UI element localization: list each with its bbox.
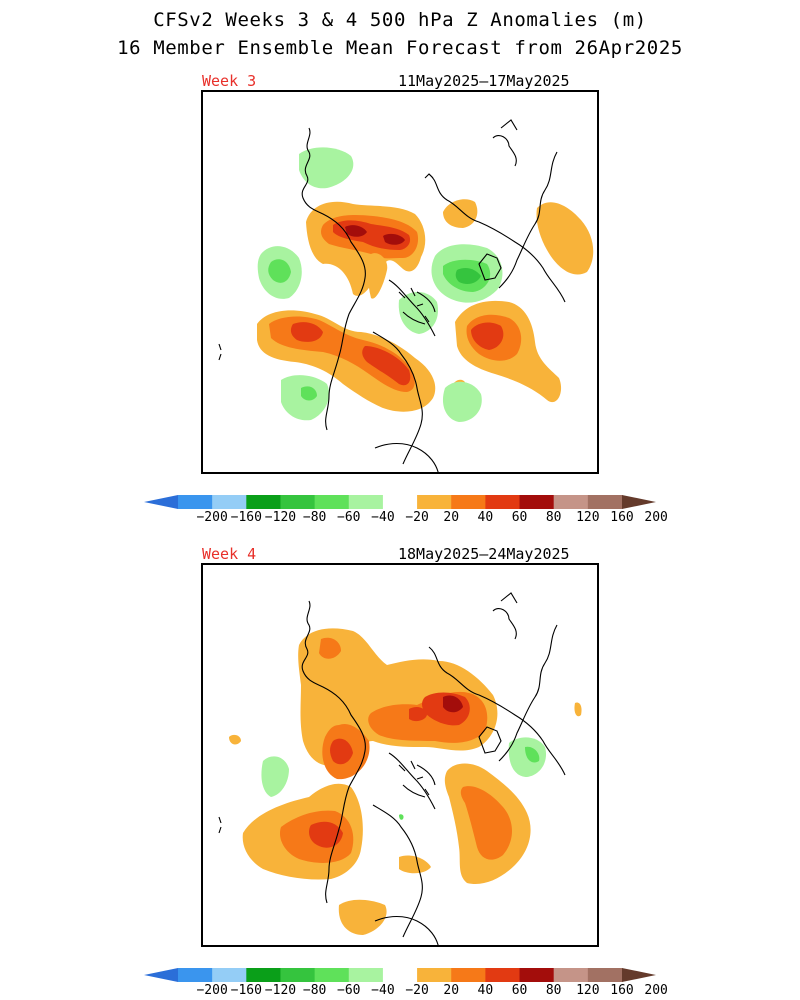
colorbar-tick-label: −120 [264, 510, 297, 525]
colorbar-bin [451, 968, 486, 982]
colorbar-bin [314, 968, 350, 982]
colorbar-left-arrow [144, 495, 178, 509]
colorbar-tick-label: −60 [337, 510, 361, 525]
week3-map-svg [218, 119, 594, 472]
colorbar-tick-label: 60 [511, 510, 528, 525]
week4-coastlines [218, 592, 566, 945]
week3-coastlines [218, 119, 566, 472]
colorbar-bin [246, 495, 281, 509]
colorbar-bin [178, 968, 213, 982]
colorbar-bin [246, 968, 281, 982]
colorbar-bin [553, 495, 589, 509]
colorbar-tick-label: −200 [196, 510, 228, 525]
colorbar-tick-label: −80 [302, 983, 327, 998]
colorbar-bin [382, 495, 418, 509]
colorbar-tick-label: −20 [405, 510, 429, 525]
colorbar-bin [485, 495, 521, 509]
colorbar-bin [417, 968, 452, 982]
colorbar-tick-label: −40 [371, 983, 395, 998]
week3-label: Week 3 [202, 72, 257, 90]
week3-positive-anomalies [257, 199, 594, 412]
week4-map-svg [218, 592, 582, 945]
colorbar-bin [587, 968, 623, 982]
week4-map [201, 563, 599, 947]
week4-negative-anomalies [261, 737, 547, 820]
week4-label: Week 4 [202, 545, 257, 563]
colorbar-bin [587, 495, 623, 509]
week4-colorbar-labels: −200 −160 −120 −80 −60 −40 −20 20 40 60 80 120 160 20… [0, 983, 800, 999]
colorbar-tick-label: −160 [230, 510, 262, 525]
chart-subtitle: 16 Member Ensemble Mean Forecast from 26… [117, 37, 683, 59]
week3-dates: 11May2025–17May2025 [398, 72, 570, 90]
week4-colorbar-bins [144, 968, 656, 982]
week4-dates: 18May2025–24May2025 [398, 545, 570, 563]
colorbar-tick-label: 40 [477, 510, 494, 525]
colorbar-tick-label: 120 [576, 510, 600, 525]
week4-positive-anomalies [229, 628, 582, 935]
colorbar-bin [280, 968, 316, 982]
colorbar-tick-label: −40 [371, 510, 395, 525]
colorbar-tick-label: 160 [610, 510, 634, 525]
colorbar-bin [178, 495, 213, 509]
colorbar-tick-label: −120 [264, 983, 297, 998]
colorbar-bin [519, 968, 555, 982]
colorbar-tick-label: −20 [405, 983, 429, 998]
week3-colorbar-bins [144, 495, 656, 509]
colorbar-bin [485, 968, 521, 982]
colorbar-tick-label: 20 [443, 510, 460, 525]
colorbar-bin [417, 495, 452, 509]
colorbar-bin [553, 968, 589, 982]
colorbar-right-arrow [622, 495, 656, 509]
colorbar-bin [348, 495, 384, 509]
colorbar-tick-label: 80 [545, 510, 562, 525]
colorbar-tick-label: 160 [610, 983, 634, 998]
colorbar-bin [451, 495, 486, 509]
colorbar-bin [382, 968, 418, 982]
colorbar-bin [280, 495, 316, 509]
week3-negative-anomalies [257, 147, 503, 422]
colorbar-bin [212, 968, 247, 982]
colorbar-bin [348, 968, 384, 982]
colorbar-tick-label: 120 [576, 983, 600, 998]
colorbar-tick-label: 40 [477, 983, 494, 998]
colorbar-tick-label: 200 [644, 983, 668, 998]
colorbar-tick-label: −200 [196, 983, 228, 998]
colorbar-bin [212, 495, 247, 509]
colorbar-tick-label: 60 [511, 983, 528, 998]
chart-title: CFSv2 Weeks 3 & 4 500 hPa Z Anomalies (m… [153, 9, 647, 31]
week3-colorbar-labels: −200 −160 −120 −80 −60 −40 −20 20 40 60 80 120 160 20… [0, 510, 800, 526]
colorbar-left-arrow [144, 968, 178, 982]
colorbar-tick-label: −160 [230, 983, 262, 998]
colorbar-bin [519, 495, 555, 509]
colorbar-tick-label: −80 [302, 510, 327, 525]
colorbar-tick-label: 20 [443, 983, 460, 998]
colorbar-tick-label: −60 [337, 983, 361, 998]
colorbar-bin [314, 495, 350, 509]
colorbar-right-arrow [622, 968, 656, 982]
colorbar-tick-label: 200 [644, 510, 668, 525]
colorbar-tick-label: 80 [545, 983, 562, 998]
week3-map [201, 90, 599, 474]
